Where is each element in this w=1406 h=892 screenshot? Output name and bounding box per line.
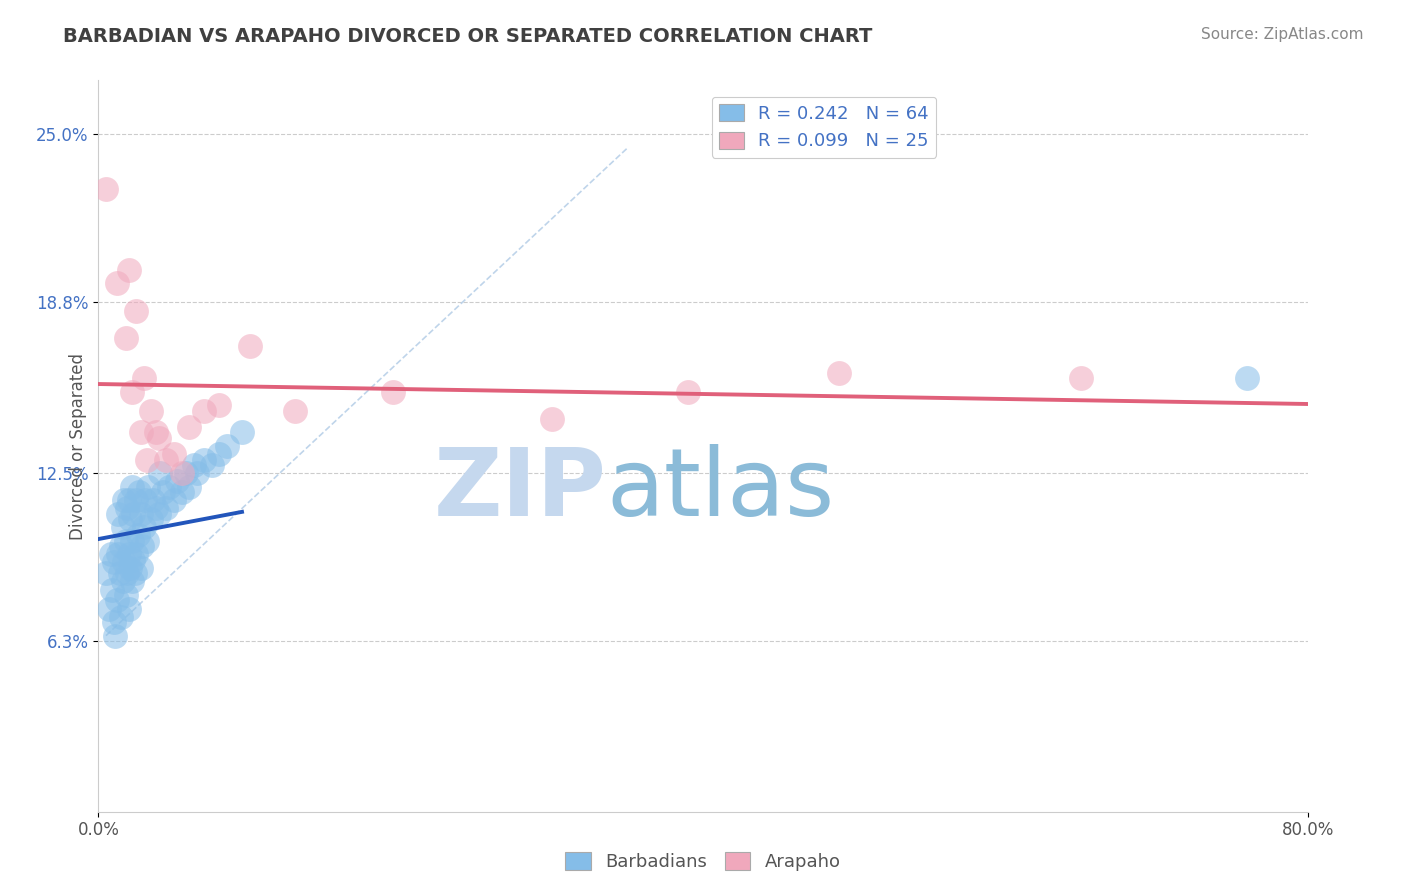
- Point: [201, 458, 224, 472]
- Point: [193, 452, 215, 467]
- Point: [120, 561, 142, 575]
- Point: [136, 480, 159, 494]
- Point: [101, 582, 124, 597]
- Point: [231, 425, 253, 440]
- Legend: Barbadians, Arapaho: Barbadians, Arapaho: [558, 846, 848, 879]
- Point: [103, 615, 125, 629]
- Point: [115, 566, 138, 581]
- Point: [94, 566, 117, 581]
- Point: [1236, 371, 1258, 385]
- Text: BARBADIAN VS ARAPAHO DIVORCED OR SEPARATED CORRELATION CHART: BARBADIAN VS ARAPAHO DIVORCED OR SEPARAT…: [63, 27, 873, 45]
- Point: [170, 466, 193, 480]
- Point: [121, 533, 143, 548]
- Point: [118, 263, 141, 277]
- Point: [114, 533, 136, 548]
- Point: [186, 466, 208, 480]
- Point: [125, 547, 148, 561]
- Point: [149, 466, 172, 480]
- Point: [98, 601, 121, 615]
- Point: [122, 553, 145, 567]
- Point: [174, 466, 197, 480]
- Point: [105, 277, 128, 291]
- Point: [129, 561, 152, 575]
- Point: [135, 533, 157, 548]
- Point: [103, 556, 125, 570]
- Text: ZIP: ZIP: [433, 444, 606, 536]
- Point: [114, 588, 136, 602]
- Point: [1070, 371, 1092, 385]
- Point: [108, 566, 131, 581]
- Point: [122, 507, 145, 521]
- Point: [208, 447, 231, 461]
- Point: [145, 501, 167, 516]
- Point: [239, 339, 262, 353]
- Point: [121, 480, 143, 494]
- Point: [141, 404, 163, 418]
- Point: [215, 439, 238, 453]
- Point: [155, 501, 177, 516]
- Point: [159, 480, 181, 494]
- Point: [112, 556, 135, 570]
- Point: [148, 507, 170, 521]
- Point: [111, 520, 134, 534]
- Point: [145, 425, 167, 440]
- Point: [120, 512, 142, 526]
- Point: [676, 384, 699, 399]
- Point: [132, 371, 155, 385]
- Text: Source: ZipAtlas.com: Source: ZipAtlas.com: [1201, 27, 1364, 42]
- Point: [141, 512, 163, 526]
- Point: [134, 493, 156, 508]
- Point: [152, 485, 174, 500]
- Point: [193, 404, 215, 418]
- Point: [131, 539, 153, 553]
- Point: [135, 452, 157, 467]
- Text: atlas: atlas: [606, 444, 835, 536]
- Point: [163, 493, 186, 508]
- Point: [163, 447, 186, 461]
- Point: [179, 480, 201, 494]
- Point: [107, 547, 129, 561]
- Point: [208, 398, 231, 412]
- Point: [121, 384, 143, 399]
- Point: [115, 501, 138, 516]
- Point: [114, 331, 136, 345]
- Point: [179, 420, 201, 434]
- Point: [118, 493, 141, 508]
- Point: [132, 520, 155, 534]
- Point: [129, 425, 152, 440]
- Point: [540, 412, 562, 426]
- Point: [105, 593, 128, 607]
- Point: [112, 493, 135, 508]
- Point: [129, 507, 152, 521]
- Point: [94, 181, 117, 195]
- Point: [170, 485, 193, 500]
- Point: [107, 507, 129, 521]
- Point: [183, 458, 205, 472]
- Point: [828, 366, 851, 380]
- Point: [104, 629, 127, 643]
- Point: [142, 493, 165, 508]
- Point: [148, 431, 170, 445]
- Point: [110, 539, 132, 553]
- Point: [118, 547, 141, 561]
- Point: [124, 566, 146, 581]
- Point: [155, 452, 177, 467]
- Y-axis label: Divorced or Separated: Divorced or Separated: [69, 352, 87, 540]
- Point: [166, 474, 188, 488]
- Point: [125, 303, 148, 318]
- Point: [121, 574, 143, 589]
- Point: [111, 574, 134, 589]
- Point: [125, 493, 148, 508]
- Point: [100, 547, 122, 561]
- Legend: R = 0.242   N = 64, R = 0.099   N = 25: R = 0.242 N = 64, R = 0.099 N = 25: [711, 96, 936, 158]
- Point: [118, 601, 141, 615]
- Point: [128, 485, 150, 500]
- Point: [284, 404, 307, 418]
- Point: [127, 528, 149, 542]
- Point: [382, 384, 405, 399]
- Point: [110, 609, 132, 624]
